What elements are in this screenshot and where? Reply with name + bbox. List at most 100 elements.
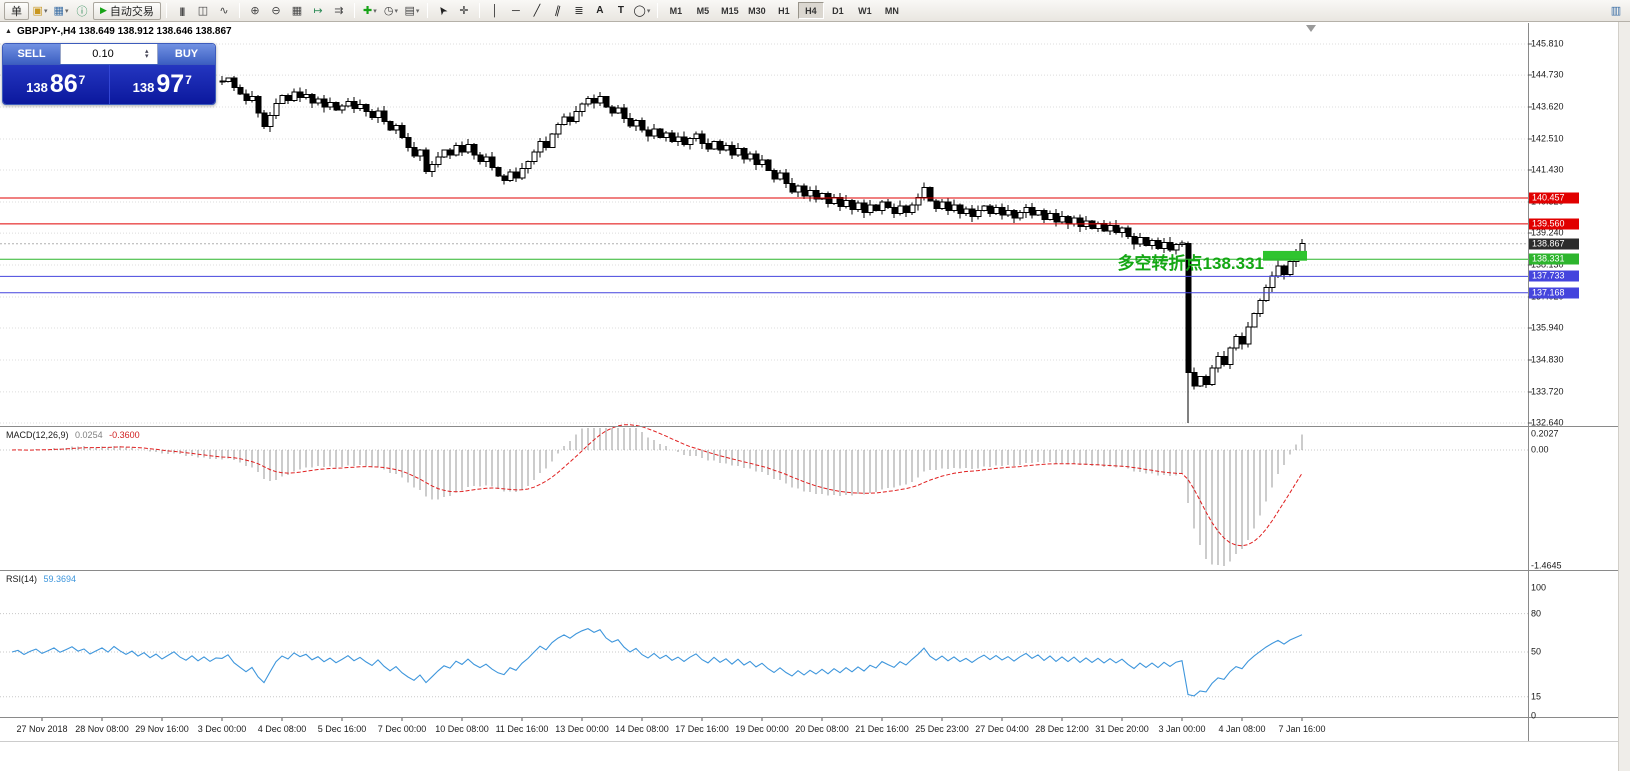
zoom-out-icon[interactable]: ⊖ (271, 5, 281, 17)
rsi-scale-label: 100 (1531, 582, 1547, 593)
price-axis-label: 132.640 (1531, 417, 1564, 428)
timeframe-d1-button[interactable]: D1 (832, 5, 844, 16)
toolbar-separator (238, 3, 240, 18)
timeframe-h4-button[interactable]: H4 (797, 2, 824, 19)
time-axis-label: 10 Dec 08:00 (435, 724, 489, 734)
timeframe-m15-button[interactable]: M15 (721, 5, 739, 16)
zoom-in-icon[interactable]: ⊕ (250, 5, 260, 17)
trade-panel-prices: 138 86 7 138 97 7 (3, 65, 215, 104)
green-highlight-box (1263, 250, 1307, 261)
hline-price-tag: 139.560 (1529, 218, 1579, 230)
vertical-line-icon[interactable]: │ (491, 4, 499, 17)
candlestick-chart-icon[interactable]: ◫ (197, 5, 209, 17)
trade-panel-collapse-icon[interactable]: ▲ (5, 28, 12, 35)
time-axis-label: 17 Dec 16:00 (675, 724, 729, 734)
time-axis-label: 7 Jan 16:00 (1278, 724, 1326, 734)
price-axis-label: 141.430 (1531, 164, 1564, 175)
timeframe-mn-button[interactable]: MN (884, 5, 899, 16)
timeframe-m5-button[interactable]: M5 (696, 5, 710, 16)
lot-size-field[interactable]: 0.10 ▴ ▾ (60, 44, 158, 64)
tile-windows-icon[interactable]: ▦ (291, 5, 303, 17)
new-chart-icon[interactable]: ▣ ▾ (32, 5, 48, 17)
toolbar-separator (426, 3, 428, 18)
fibonacci-icon[interactable]: ≣ (574, 5, 584, 17)
price-divider (108, 65, 110, 104)
lot-decrease-button[interactable]: ▾ (145, 53, 149, 60)
bid-prefix: 138 (26, 80, 48, 95)
rsi-scale-label: 0 (1531, 710, 1537, 721)
label-icon[interactable]: T (617, 5, 624, 16)
auto-scroll-icon[interactable]: ↦ (313, 5, 323, 17)
bar-chart-icon[interactable]: ||| (179, 5, 185, 16)
turning-point-annotation: 多空转折点138.331 (1117, 254, 1264, 273)
trendline-icon[interactable]: ╱ (533, 5, 541, 17)
price-axis-label: 145.810 (1531, 38, 1564, 49)
channel-icon[interactable]: ∥ (553, 4, 563, 18)
timeframe-m1-button[interactable]: M1 (669, 5, 683, 16)
rsi-name: RSI(14) (6, 574, 38, 584)
chart-window-icon[interactable]: ▥ (1610, 5, 1622, 17)
bid-big-digits: 86 (49, 70, 78, 98)
horizontal-line-icon[interactable]: ─ (512, 4, 520, 17)
time-axis-label: 28 Nov 08:00 (75, 724, 129, 734)
toolbar-separator (478, 3, 480, 18)
time-axis-label: 19 Dec 00:00 (735, 724, 789, 734)
ask-price[interactable]: 138 97 7 (110, 65, 216, 104)
periods-icon[interactable]: ◷ ▾ (383, 5, 398, 17)
time-axis-label: 7 Dec 00:00 (377, 724, 427, 734)
text-icon[interactable]: A (596, 5, 604, 16)
price-axis-label: 139.240 (1531, 227, 1564, 238)
templates-icon[interactable]: ▤ ▾ (404, 5, 420, 17)
line-chart-icon[interactable]: ∿ (219, 5, 229, 17)
autotrading-button-icon: ▶ (100, 5, 107, 15)
indicators-icon[interactable]: ✚ ▾ (363, 5, 377, 17)
timeframe-w1-button[interactable]: W1 (858, 5, 872, 16)
price-axis-label: 143.620 (1531, 101, 1564, 112)
timeframe-h1-button[interactable]: H1 (778, 5, 790, 16)
toolbar-separator (656, 3, 658, 18)
time-axis-label: 21 Dec 16:00 (855, 724, 909, 734)
macd-scale-label: 0.2027 (1531, 428, 1559, 439)
shapes-icon[interactable]: ◯ ▾ (633, 5, 651, 17)
chart-shift-icon[interactable]: ⇉ (334, 5, 344, 17)
time-axis-label: 27 Nov 2018 (16, 724, 68, 734)
new-order-button[interactable]: 单 (4, 1, 29, 20)
time-axis-label: 13 Dec 00:00 (555, 724, 609, 734)
crosshair-icon[interactable]: ✛ (459, 5, 469, 17)
price-axis-label: 142.510 (1531, 133, 1564, 144)
lot-size-value: 0.10 (92, 48, 114, 60)
toolbar-separator (353, 3, 355, 18)
hline-price-tag: 138.331 (1529, 253, 1579, 265)
macd-scale-label: -1.4645 (1531, 560, 1562, 571)
right-scrollbar[interactable] (1618, 22, 1630, 771)
lot-increase-button[interactable]: ▴ (145, 48, 149, 55)
autotrading-button[interactable]: ▶ 自动交易 (93, 1, 161, 20)
price-axis-label: 133.720 (1531, 386, 1564, 397)
hline-price-tag: 137.168 (1529, 287, 1579, 299)
rsi-indicator-label: RSI(14) 59.3694 (6, 574, 76, 584)
toolbar: 单 ▣ ▾ ▦ ▾ ⓘ ▶ 自动交易 ||| ◫ ∿ ⊕ ⊖ ▦ ↦ ⇉ ✚ ▾ ◷ ▾ ▤ ▾ ➤ ✛ │ ─ ╱ ∥ ≣ A T ◯ ▾ M1… (0, 0, 1630, 22)
data-window-icon[interactable]: ⓘ (76, 5, 88, 18)
ask-prefix: 138 (132, 80, 155, 95)
chart-shift-marker (1306, 25, 1316, 32)
sell-button[interactable]: SELL (3, 44, 60, 64)
hline-price-tag: 140.457 (1529, 192, 1579, 204)
time-axis-label: 20 Dec 08:00 (795, 724, 849, 734)
macd-signal-line (11, 424, 1303, 547)
new-order-button-label: 单 (11, 5, 22, 18)
profiles-icon[interactable]: ▦ ▾ (53, 5, 69, 17)
macd-indicator-label: MACD(12,26,9) 0.0254 -0.3600 (6, 430, 140, 440)
autotrading-button-label: 自动交易 (109, 5, 154, 18)
toolbar-separator (165, 3, 167, 18)
candles (219, 76, 1306, 423)
timeframe-m30-button[interactable]: M30 (748, 5, 766, 16)
bid-price[interactable]: 138 86 7 (3, 65, 109, 104)
chart-title: GBPJPY-,H4 138.649 138.912 138.646 138.8… (17, 26, 232, 37)
hline-price-tag: 137.733 (1529, 270, 1579, 282)
cursor-icon[interactable]: ➤ (435, 2, 451, 18)
time-axis-label: 5 Dec 16:00 (317, 724, 367, 734)
one-click-trading-panel: SELL 0.10 ▴ ▾ BUY 138 86 7 138 97 7 (2, 43, 216, 105)
macd-signal-value: -0.3600 (109, 430, 140, 440)
buy-button[interactable]: BUY (158, 44, 215, 64)
